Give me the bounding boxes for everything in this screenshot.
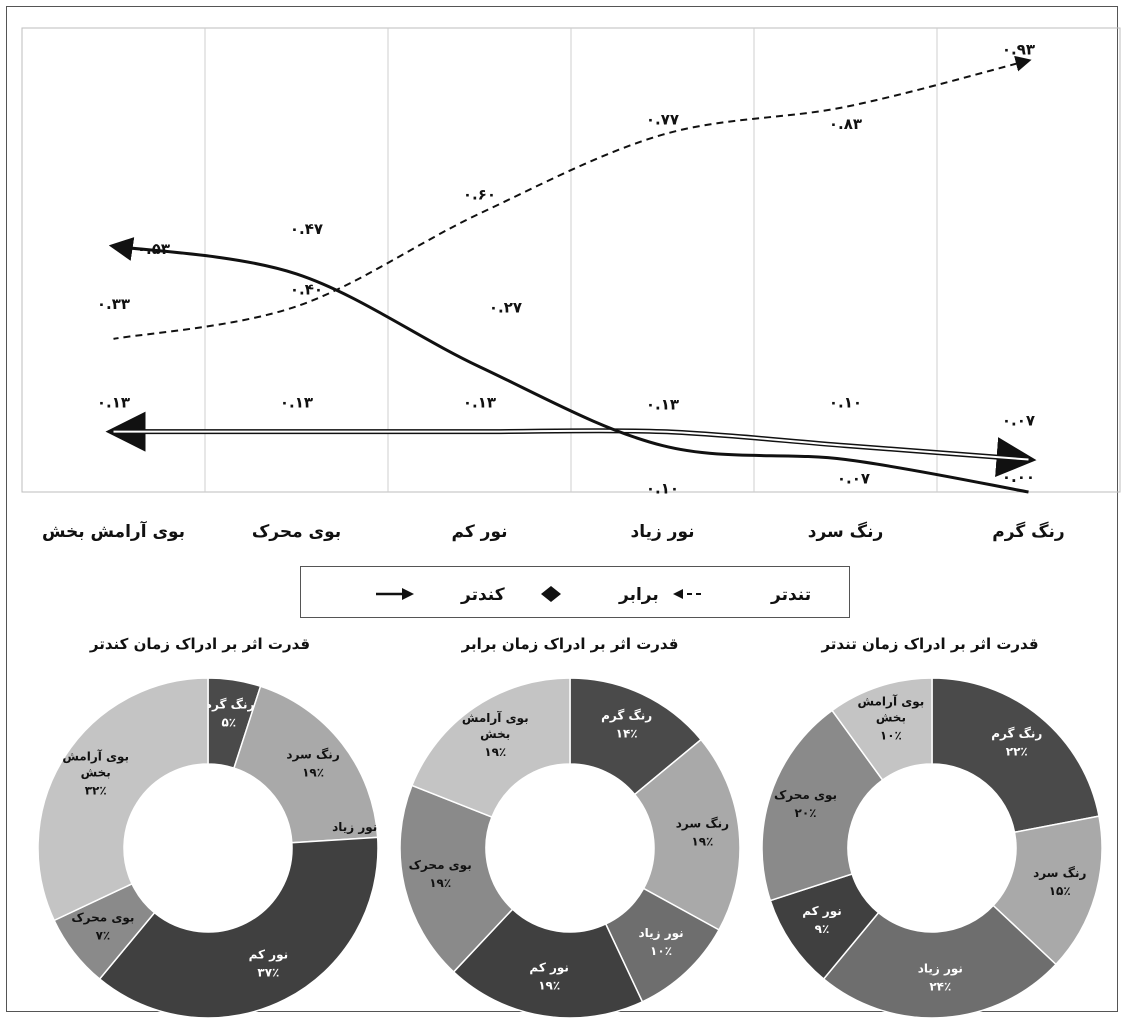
data-label: ۰.۴۰ (290, 280, 323, 298)
series-layer (105, 55, 1037, 494)
slice-percent: ۳۲٪ (85, 784, 107, 798)
legend-arrow-faster (673, 589, 683, 599)
slice-percent: ۱۵٪ (1049, 884, 1071, 898)
slice-percent: ۱۰٪ (880, 729, 902, 743)
donut-chart: رنگ گرم ۲۲٪ رنگ سرد ۱۵٪ نور زیاد ۲۴٪ نور کم ۹٪ ب… (761, 677, 1103, 1019)
slice-percent: ۷٪ (96, 929, 111, 943)
pie-title-equal: قدرت اثر بر ادراک زمان برابر (461, 635, 679, 653)
data-label-layer: ۰.۹۳ ۰.۸۳ ۰.۷۷ ۰.۶۰ ۰.۴۰ ۰.۳۳ ۰.۰۷ ۰.۱۰ ۰.۱۳ ۰.۱۳… (97, 40, 1035, 497)
donut-slice (399, 784, 514, 973)
data-label: ۰.۳۳ (97, 295, 130, 313)
donut-chart: رنگ گرم ۱۴٪ رنگ سرد ۱۹٪ نور زیاد ۱۰٪ نور کم ۱۹٪… (399, 677, 741, 1019)
slice-percent: ۱۹٪ (691, 834, 713, 848)
slice-percent: ۲۲٪ (1006, 745, 1028, 759)
legend-swatch-equal (541, 586, 561, 602)
legend-arrow-slower (402, 588, 414, 600)
slice-label: بوی آرامش (858, 694, 925, 710)
data-label: ۰.۲۷ (489, 299, 522, 317)
pie-title-slower: قدرت اثر بر ادراک زمان کندتر (89, 635, 311, 653)
slice-percent: ۵٪ (221, 716, 236, 730)
data-label: ۰.۱۳ (646, 396, 679, 414)
x-tick-label: رنگ گرم (992, 521, 1064, 542)
donut-slice (831, 677, 933, 782)
data-label: ۰.۰۷ (837, 470, 870, 488)
data-label: ۰.۱۳ (280, 394, 313, 412)
donut-slice (761, 709, 884, 902)
data-label: ۰.۱۰ (829, 394, 862, 412)
pie-title-faster: قدرت اثر بر ادراک زمان تندتر (821, 635, 1039, 653)
data-label: ۰.۰۷ (1002, 412, 1035, 430)
x-tick-label: بوی آرامش بخش (42, 520, 185, 542)
slice-label: رنگ سرد (676, 816, 729, 830)
slice-label: نور کم (529, 960, 569, 975)
slice-label: رنگ سرد (1033, 866, 1086, 880)
data-label: ۰.۹۳ (1002, 40, 1035, 58)
slice-label: بوی آرامش (62, 749, 129, 765)
slice-percent: ۱۹٪ (538, 978, 560, 992)
slice-label: بوی آرامش (462, 710, 529, 726)
slice-label: نور کم (802, 904, 842, 919)
slice-percent: ۱۹٪ (429, 876, 451, 890)
slice-label: رنگ گرم (601, 709, 652, 724)
slice-label: رنگ گرم (203, 698, 254, 713)
series-line-slower (108, 237, 1029, 494)
slice-percent: ۱۹٪ (302, 765, 324, 779)
slice-label: رنگ سرد (286, 747, 339, 761)
slice-label: نور زیاد (332, 820, 377, 835)
slice-label: بخش (480, 727, 510, 741)
series-line-faster (113, 55, 1032, 340)
legend: تندتر برابر کندتر (300, 566, 850, 618)
donut-slice (37, 677, 209, 922)
slice-percent: ۹٪ (815, 922, 830, 936)
slice-percent: ۲۰٪ (795, 806, 817, 820)
slice-label: بخش (81, 766, 111, 780)
donut-slice (233, 685, 379, 844)
donut-slice (452, 908, 644, 1019)
donut-slice (98, 836, 379, 1019)
data-label: ۰.۰۰ (1002, 468, 1035, 486)
legend-label-equal: برابر (618, 585, 659, 605)
data-label: ۰.۵۳ (137, 240, 170, 258)
slice-percent: ۱۰٪ (650, 944, 672, 958)
slice-label: نور زیاد (638, 926, 683, 941)
donut-slice (410, 677, 571, 819)
data-label: ۰.۴۷ (290, 220, 323, 238)
slice-label: بوی محرک (409, 858, 472, 873)
x-tick-label: بوی محرک (252, 522, 341, 542)
category-label-layer: رنگ گرم رنگ سرد نور زیاد نور کم بوی محرک بوی … (42, 520, 1065, 542)
slice-label: بوی محرک (71, 911, 134, 926)
x-tick-label: نور کم (452, 522, 508, 542)
slice-percent: ۲۴٪ (929, 980, 951, 994)
donut-slice (822, 904, 1057, 1019)
slice-percent: ۱۴٪ (616, 727, 638, 741)
legend-label-slower: کندتر (460, 585, 505, 605)
x-tick-label: نور زیاد (630, 522, 694, 542)
data-label: ۰.۸۳ (829, 115, 862, 133)
donut-slice (633, 738, 741, 931)
data-label: ۰.۷۷ (646, 111, 679, 129)
data-label: ۰.۶۰ (463, 186, 496, 204)
slice-label: نور کم (249, 948, 289, 963)
data-label: ۰.۱۳ (463, 394, 496, 412)
slice-label: بخش (876, 711, 906, 725)
slice-label: رنگ گرم (991, 727, 1042, 742)
series-line-equal-inner (113, 429, 1029, 461)
slice-percent: ۱۹٪ (484, 745, 506, 759)
grid-layer (21, 27, 1121, 493)
slice-percent: ۳۷٪ (257, 966, 279, 980)
slice-label: نور زیاد (918, 962, 963, 977)
x-tick-label: رنگ سرد (808, 521, 884, 542)
legend-svg: تندتر برابر کندتر (376, 585, 811, 605)
slice-label: بوی محرک (774, 788, 837, 803)
donut-slice (931, 677, 1100, 834)
data-label: ۰.۱۰ (646, 480, 679, 498)
data-label: ۰.۱۳ (97, 394, 130, 412)
legend-label-faster: تندتر (770, 585, 811, 605)
